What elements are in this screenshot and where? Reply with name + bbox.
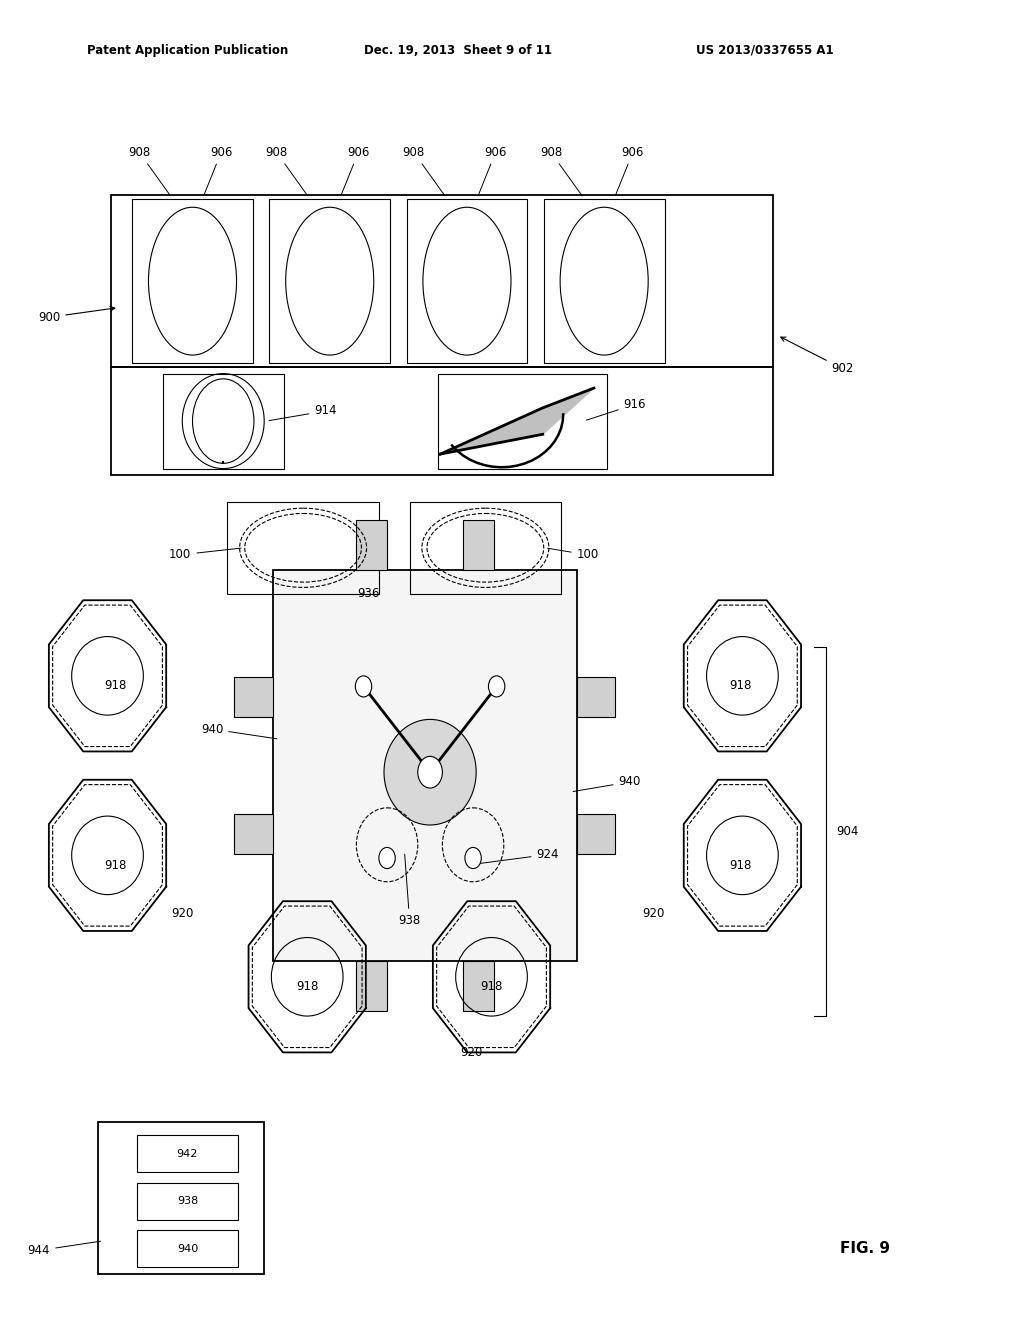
Bar [98,1122,264,1274]
Bar [227,502,379,594]
Text: 918: 918 [104,678,127,692]
Text: 908: 908 [540,145,582,195]
Text: 918: 918 [729,678,752,692]
Text: 908: 908 [402,145,444,195]
Ellipse shape [379,847,395,869]
Text: FIG. 9: FIG. 9 [840,1241,890,1255]
Text: 908: 908 [128,145,170,195]
Text: 908: 908 [265,145,307,195]
Text: 902: 902 [780,337,854,375]
Polygon shape [440,388,594,454]
Bar [137,1135,238,1172]
Text: 920: 920 [171,907,194,920]
Bar [273,570,577,961]
Text: Patent Application Publication: Patent Application Publication [87,44,289,57]
Bar [356,961,387,1011]
Bar [234,677,273,717]
Bar [463,520,494,570]
Text: 100: 100 [169,548,241,561]
Ellipse shape [384,719,476,825]
Text: 944: 944 [28,1241,100,1257]
Bar [137,1183,238,1220]
Text: 918: 918 [480,979,503,993]
Text: 936: 936 [357,586,380,599]
Text: 904: 904 [837,825,859,838]
Bar [407,199,527,363]
Ellipse shape [355,676,372,697]
Bar [137,1230,238,1267]
Text: Dec. 19, 2013  Sheet 9 of 11: Dec. 19, 2013 Sheet 9 of 11 [364,44,552,57]
Bar [544,199,665,363]
Text: 924: 924 [474,847,559,865]
Text: 918: 918 [104,858,127,871]
Text: 906: 906 [204,145,232,195]
Text: 920: 920 [460,1045,482,1059]
Ellipse shape [465,847,481,869]
Text: 906: 906 [615,145,644,195]
Ellipse shape [418,756,442,788]
Text: 942: 942 [177,1148,198,1159]
Text: 914: 914 [269,404,337,421]
Bar [132,199,253,363]
Bar [269,199,390,363]
Bar [410,502,561,594]
Bar [463,961,494,1011]
Text: 900: 900 [38,306,115,323]
Text: 940: 940 [177,1243,198,1254]
Bar [111,367,773,475]
Bar [111,195,773,367]
Text: 920: 920 [642,907,665,920]
Bar [163,374,284,469]
Text: 906: 906 [341,145,370,195]
Text: 906: 906 [478,145,507,195]
Text: 918: 918 [296,979,318,993]
Bar [577,677,615,717]
Text: US 2013/0337655 A1: US 2013/0337655 A1 [696,44,834,57]
Text: 940: 940 [573,775,641,792]
Text: 938: 938 [177,1196,198,1206]
Text: 938: 938 [398,854,421,927]
Text: 100: 100 [548,548,599,561]
Text: 940: 940 [201,722,276,739]
Bar [577,814,615,854]
Text: 918: 918 [729,858,752,871]
Ellipse shape [488,676,505,697]
Bar [356,520,387,570]
Bar [438,374,606,469]
Bar [234,814,273,854]
Text: 916: 916 [587,397,646,420]
